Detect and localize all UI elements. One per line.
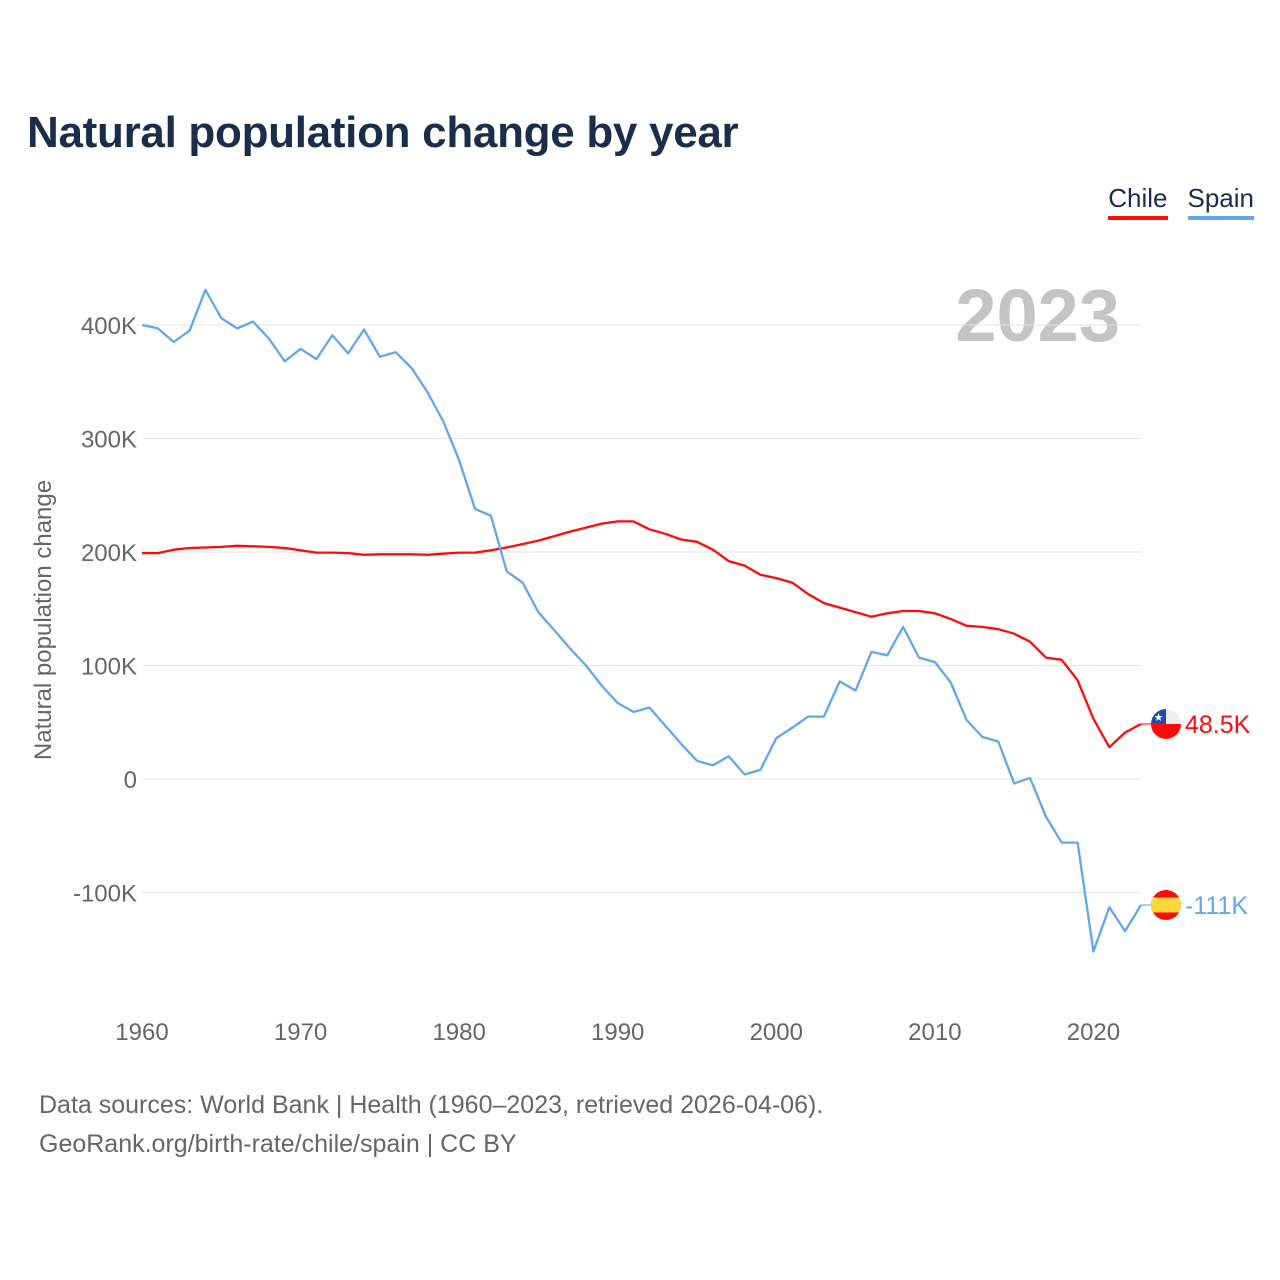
legend-item-chile[interactable]: Chile: [1108, 183, 1168, 220]
y-tick-label: 200K: [81, 540, 137, 567]
series-line-spain: [141, 288, 1142, 953]
x-tick-label: 2000: [750, 1019, 803, 1046]
end-value-label-chile: 48.5K: [1185, 711, 1251, 739]
legend: Chile Spain: [1108, 183, 1254, 220]
year-watermark: 2023: [955, 274, 1120, 357]
end-value-label-spain: -111K: [1185, 892, 1248, 920]
y-axis-title: Natural population change: [30, 480, 57, 760]
chart-title: Natural population change by year: [27, 108, 739, 157]
svg-text:★: ★: [1154, 712, 1164, 724]
y-tick-label: 300K: [81, 427, 137, 454]
x-tick-label: 2020: [1067, 1019, 1120, 1046]
x-tick-label: 1970: [274, 1019, 327, 1046]
y-tick-label: -100K: [73, 881, 137, 908]
spain-flag-icon: [1151, 889, 1181, 920]
y-tick-label: 100K: [81, 654, 137, 681]
source-link[interactable]: GeoRank.org/birth-rate/chile/spain | CC …: [39, 1130, 517, 1158]
x-tick-label: 1990: [591, 1019, 644, 1046]
chile-flag-icon: ★: [1151, 708, 1181, 739]
data-source-note: Data sources: World Bank | Health (1960–…: [39, 1091, 824, 1119]
legend-item-spain[interactable]: Spain: [1187, 183, 1254, 220]
x-tick-label: 1980: [432, 1019, 485, 1046]
y-tick-label: 400K: [81, 313, 137, 340]
y-tick-label: 0: [124, 767, 137, 794]
footer: Data sources: World Bank | Health (1960–…: [39, 1086, 823, 1164]
x-tick-label: 1960: [115, 1019, 168, 1046]
x-tick-label: 2010: [908, 1019, 961, 1046]
series-line-chile: [142, 520, 1142, 749]
